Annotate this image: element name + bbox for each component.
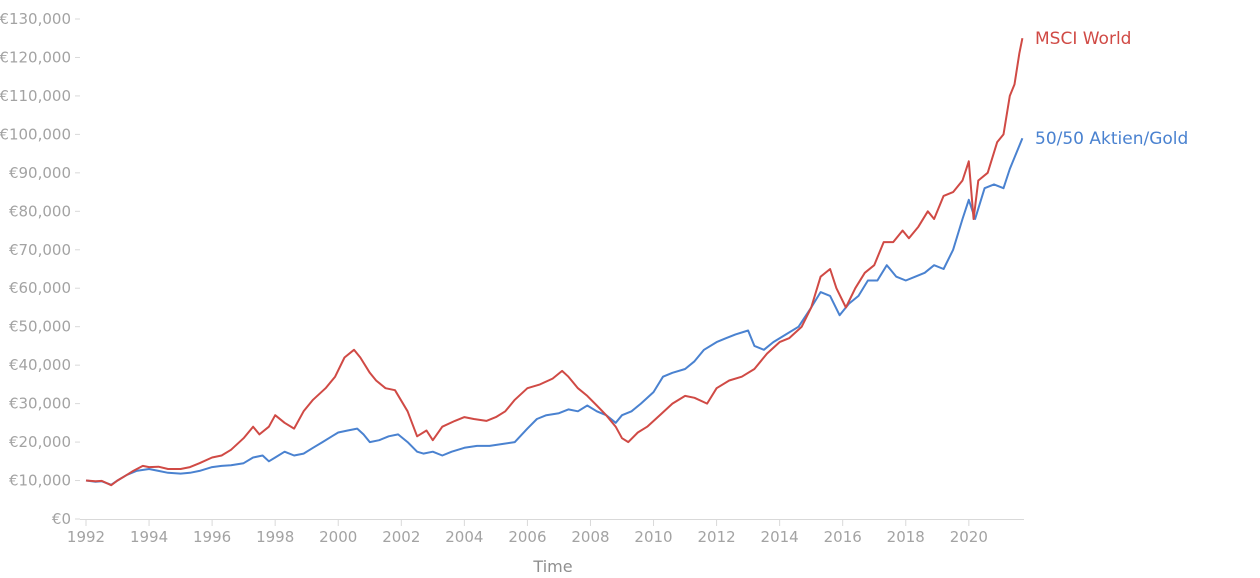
series-line-msci-world (85, 38, 1024, 487)
y-axis: €0 €10,000 €20,000 €30,000 €40,000 €50,000 €60… (0, 10, 80, 528)
x-tick-label: 2010 (634, 528, 672, 546)
x-tick-label: 2020 (950, 528, 988, 546)
y-tick-label: €50,000 (9, 318, 71, 336)
y-tick-label: €70,000 (9, 241, 71, 259)
x-tick-label: 2016 (824, 528, 862, 546)
x-axis-title: Time (532, 557, 572, 576)
x-tick-label: 1996 (193, 528, 231, 546)
y-tick-label: €40,000 (9, 356, 71, 374)
series-line-aktien-gold (85, 137, 1024, 486)
x-tick-label: 2012 (697, 528, 735, 546)
y-tick-label: €100,000 (0, 125, 71, 143)
y-tick-label: €130,000 (0, 10, 71, 28)
x-tick-label: 2000 (319, 528, 357, 546)
x-tick-label: 2018 (887, 528, 925, 546)
x-tick-label: 2004 (445, 528, 483, 546)
x-tick-label: 2014 (761, 528, 799, 546)
x-tick-label: 2006 (508, 528, 546, 546)
series-lines (85, 38, 1024, 487)
x-tick-label: 1992 (67, 528, 105, 546)
y-tick-label: €90,000 (9, 164, 71, 182)
series-label: MSCI World (1035, 29, 1131, 49)
y-tick-label: €20,000 (9, 433, 71, 451)
y-tick-label: €60,000 (9, 279, 71, 297)
y-tick-label: €120,000 (0, 48, 71, 66)
y-tick-label: €30,000 (9, 395, 71, 413)
series-label: 50/50 Aktien/Gold (1035, 129, 1188, 149)
x-tick-label: 1994 (130, 528, 168, 546)
y-tick-label: €0 (52, 510, 71, 528)
x-tick-label: 2002 (382, 528, 420, 546)
y-tick-label: €110,000 (0, 87, 71, 105)
x-axis: 1992 1994 1996 1998 2000 2002 2004 2006 2008 2010… (67, 520, 988, 546)
y-tick-label: €10,000 (9, 472, 71, 490)
x-tick-label: 1998 (256, 528, 294, 546)
y-tick-label: €80,000 (9, 202, 71, 220)
series-labels: MSCI World 50/50 Aktien/Gold (1035, 29, 1188, 149)
x-tick-label: 2008 (571, 528, 609, 546)
